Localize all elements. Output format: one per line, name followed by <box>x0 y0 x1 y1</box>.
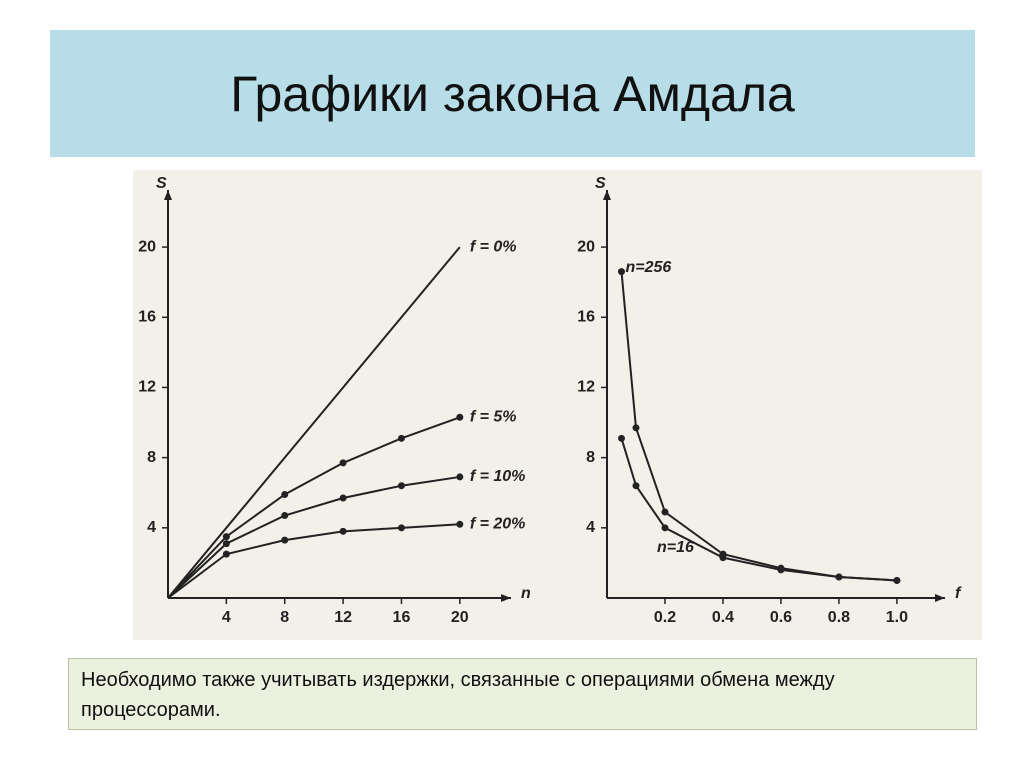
data-point <box>397 482 405 490</box>
x-axis-label: f <box>955 585 962 602</box>
data-point <box>617 434 625 442</box>
x-tick-label: 0.6 <box>770 609 792 626</box>
series-label: f = 20% <box>470 516 526 533</box>
data-point <box>617 268 625 276</box>
series-label: f = 0% <box>470 238 517 255</box>
data-point <box>339 459 347 467</box>
series-label: f = 5% <box>470 409 517 426</box>
y-tick-label: 16 <box>138 308 156 325</box>
y-axis-label: S <box>156 175 167 192</box>
data-point <box>835 573 843 581</box>
data-point <box>456 520 464 528</box>
y-tick-label: 16 <box>577 308 595 325</box>
y-tick-label: 20 <box>577 238 595 255</box>
series-label: n=256 <box>625 259 671 276</box>
y-tick-label: 12 <box>577 379 595 396</box>
data-point <box>397 524 405 532</box>
data-point <box>456 413 464 421</box>
data-point <box>339 527 347 535</box>
x-tick-label: 0.4 <box>712 609 734 626</box>
series-label: n=16 <box>657 539 694 556</box>
x-tick-label: 8 <box>280 609 289 626</box>
x-tick-label: 1.0 <box>886 609 908 626</box>
data-point <box>632 482 640 490</box>
series-line <box>620 271 897 582</box>
charts: n S 4 8 12 16 20 4 8 12 16 20 f = 0% f = 5% f = 10% f =… <box>133 170 982 640</box>
data-point <box>661 524 669 532</box>
data-point <box>397 434 405 442</box>
y-tick-label: 8 <box>586 449 595 466</box>
y-tick-label: 4 <box>147 519 156 536</box>
data-point <box>777 566 785 574</box>
x-tick-label: 0.2 <box>654 609 676 626</box>
slide-title: Графики закона Амдала <box>50 30 975 157</box>
data-point <box>222 533 230 541</box>
y-tick-label: 12 <box>138 379 156 396</box>
data-point <box>719 554 727 562</box>
data-point <box>281 536 289 544</box>
x-tick-label: 16 <box>393 609 411 626</box>
series-line <box>167 523 460 599</box>
y-tick-label: 8 <box>147 449 156 466</box>
series-line <box>167 416 461 599</box>
x-axis-label: n <box>521 585 531 602</box>
y-tick-label: 4 <box>586 519 595 536</box>
x-tick-label: 0.8 <box>828 609 850 626</box>
series-line <box>167 475 460 599</box>
data-point <box>339 494 347 502</box>
data-point <box>281 512 289 520</box>
data-point <box>281 490 289 498</box>
y-arrow <box>603 190 611 200</box>
x-tick-label: 4 <box>222 609 231 626</box>
caption: Необходимо также учитывать издержки, свя… <box>68 658 977 730</box>
data-point <box>222 540 230 548</box>
data-point <box>893 576 901 584</box>
data-point <box>222 550 230 558</box>
x-tick-label: 12 <box>334 609 352 626</box>
x-arrow <box>501 594 511 602</box>
x-tick-label: 20 <box>451 609 469 626</box>
data-point <box>456 473 464 481</box>
y-tick-label: 20 <box>138 238 156 255</box>
y-arrow <box>164 190 172 200</box>
y-axis-label: S <box>595 175 606 192</box>
data-point <box>661 508 669 516</box>
x-arrow <box>935 594 945 602</box>
data-point <box>632 424 640 432</box>
series-line <box>167 246 461 599</box>
series-label: f = 10% <box>470 468 526 485</box>
